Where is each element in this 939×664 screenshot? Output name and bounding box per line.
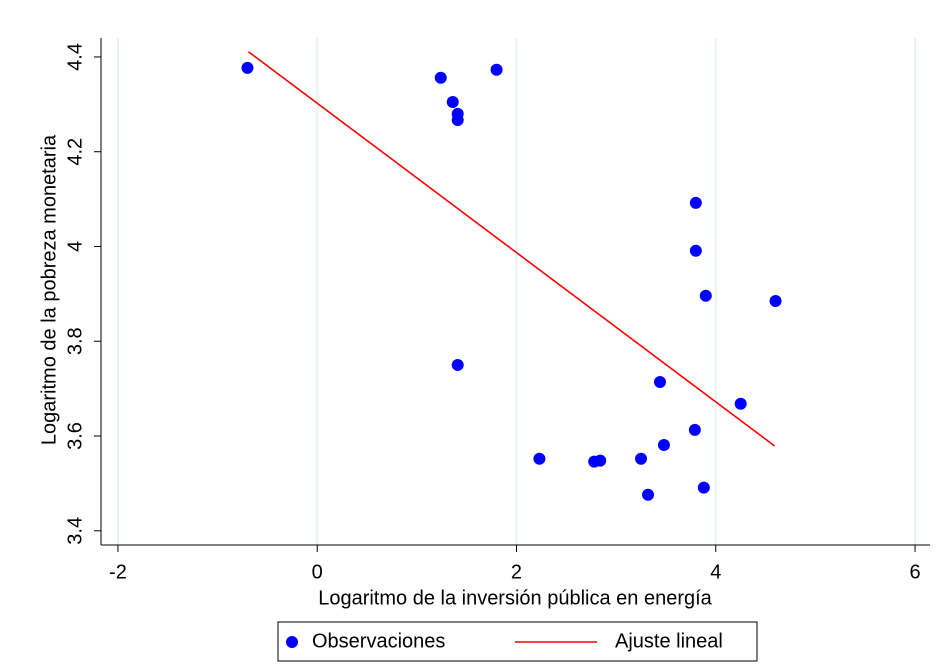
point: [769, 294, 782, 307]
point: [657, 439, 670, 452]
point: [434, 71, 447, 84]
point: [699, 289, 712, 302]
point: [689, 244, 702, 257]
y-tick-label: 3.4: [64, 517, 86, 545]
y-tick-label: 3.6: [64, 422, 86, 450]
y-tick-label: 4.2: [64, 138, 86, 166]
x-axis-label: Logaritmo de la inversión pública en ene…: [318, 587, 712, 609]
point: [642, 488, 655, 501]
legend-marker: [286, 636, 298, 648]
y-tick-label: 3.8: [64, 327, 86, 355]
point: [451, 358, 464, 371]
x-tick-label: 4: [710, 561, 721, 583]
point: [697, 481, 710, 494]
point: [635, 452, 648, 465]
point: [446, 95, 459, 108]
point: [451, 113, 464, 126]
point: [533, 452, 546, 465]
x-tick-label: -2: [109, 561, 127, 583]
y-tick-label: 4: [64, 241, 86, 252]
x-tick-label: 0: [312, 561, 323, 583]
fit-line: [247, 51, 776, 447]
point: [594, 454, 607, 467]
y-tick-label: 4.4: [64, 43, 86, 71]
point: [241, 61, 254, 74]
point: [734, 397, 747, 410]
legend-label: Observaciones: [312, 630, 445, 652]
x-tick-label: 6: [909, 561, 920, 583]
legend-label: Ajuste lineal: [615, 630, 723, 652]
point: [688, 423, 701, 436]
point: [653, 376, 666, 389]
y-axis-label: Logaritmo de la pobreza monetaria: [38, 134, 60, 445]
point: [689, 196, 702, 209]
point: [490, 63, 503, 76]
x-tick-label: 2: [511, 561, 522, 583]
